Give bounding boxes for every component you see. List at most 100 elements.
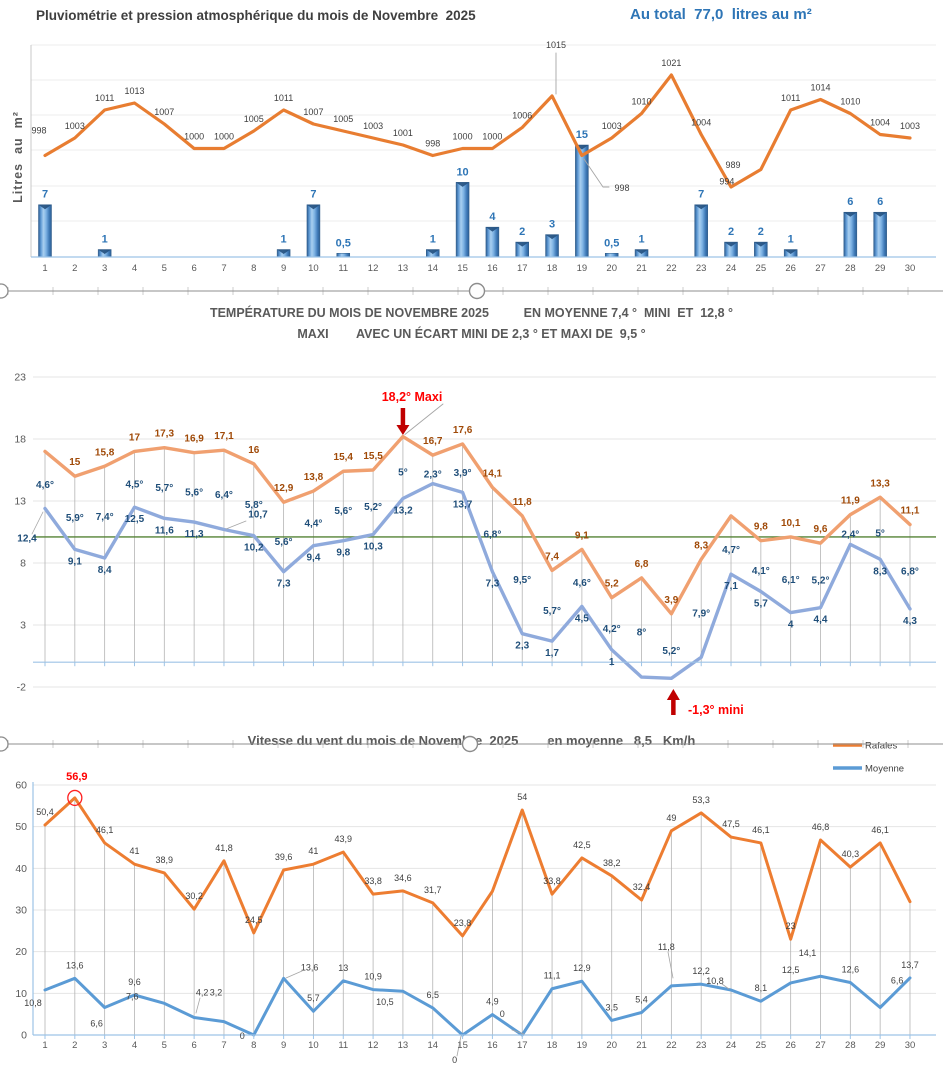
- maxi-value-label: 3,9: [664, 595, 678, 606]
- moyenne-value-label: 11,1: [544, 971, 561, 981]
- mini-arrow-icon: [666, 689, 680, 700]
- rain-chart-day-labels: 1 2 3 4 5 6 7 8 9 10 11 12 13 14 15 16 17 18 19 20 21 22 23 24 2…: [42, 263, 915, 274]
- scrollbar-bottom-handle[interactable]: [461, 735, 479, 753]
- scrollbar-bottom-left-handle[interactable]: [0, 736, 9, 752]
- mini-value-label: 10,7: [248, 510, 268, 521]
- day-label: 11: [338, 1040, 348, 1051]
- moyenne-value-label: 0: [240, 1031, 245, 1041]
- leader-line: [195, 997, 201, 1014]
- day-label: 29: [875, 1040, 886, 1051]
- moyenne-value-label: 10,8: [706, 976, 724, 986]
- moyenne-value-label: 0: [500, 1009, 505, 1019]
- rafales-value-label: 46,8: [812, 822, 830, 832]
- maxi-value-label: 9,1: [575, 530, 589, 541]
- day-label: 5: [162, 263, 167, 274]
- scrollbar-top-left-handle[interactable]: [0, 283, 9, 299]
- day-label: 10: [308, 263, 319, 274]
- day-label: 9: [281, 263, 286, 274]
- rafales-value-label: 34,6: [394, 873, 412, 883]
- day-label: 29: [875, 263, 886, 274]
- day-label: 26: [785, 1040, 796, 1051]
- mini-value-label: 5,7: [754, 599, 768, 610]
- maxi-annotation-leader: [404, 403, 444, 435]
- maxi-value-label: 9,8: [754, 522, 768, 533]
- ecart-value-label: 4,5°: [126, 479, 144, 490]
- rain-value-label: 1: [102, 234, 108, 246]
- mini-value-label: 7,3: [485, 579, 499, 590]
- rafales-value-label: 43,9: [335, 834, 353, 844]
- maxi-value-label: 15,5: [363, 451, 383, 462]
- day-label: 1: [42, 263, 47, 274]
- rafales-value-label: 50,4: [36, 807, 54, 817]
- day-label: 14: [427, 1040, 438, 1051]
- day-label: 6: [191, 1040, 196, 1051]
- scrollbar-top-handle[interactable]: [468, 282, 486, 300]
- mini-value-label: 4: [788, 620, 794, 631]
- ecart-value-label: 4,7°: [722, 545, 740, 556]
- wind-leader-lines: [195, 951, 730, 1057]
- y-tick-label: 18: [14, 434, 26, 446]
- rafales-value-label: 24,5: [245, 915, 263, 925]
- maxi-value-label: 15,4: [334, 452, 354, 463]
- mini-value-label: 7,1: [724, 581, 738, 592]
- ecart-value-label: 6,4°: [215, 490, 233, 501]
- maxi-value-label: 17: [129, 432, 141, 443]
- mini-labels: 12,4 9,1 8,4 12,5 11,6 11,3 10,7 10,2 7,3 9,4 9,8 1…: [17, 499, 917, 667]
- pressure-value-label: 1000: [184, 132, 204, 142]
- pressure-value-label: 1000: [453, 132, 473, 142]
- day-label: 24: [726, 1040, 737, 1051]
- day-label: 9: [281, 1040, 286, 1051]
- leader-line: [511, 1029, 525, 1035]
- mini-value-label: 1,7: [545, 648, 559, 659]
- pressure-value-label: 1003: [602, 121, 622, 131]
- rafales-value-label: 23: [786, 921, 796, 931]
- rafales-value-label: 53,3: [692, 795, 710, 805]
- temp-gridlines: [33, 376, 936, 688]
- pressure-value-label: 1000: [214, 132, 234, 142]
- ecart-value-label: 2,4°: [841, 530, 859, 541]
- day-label: 10: [308, 1040, 319, 1051]
- day-label: 15: [457, 1040, 468, 1051]
- rain-value-label: 6: [847, 196, 853, 208]
- rain-value-label: 2: [758, 226, 764, 238]
- day-label: 2: [72, 1040, 77, 1051]
- day-label: 25: [756, 263, 767, 274]
- rafales-value-label: 49: [666, 813, 676, 823]
- ecart-value-label: 5,9°: [66, 513, 84, 524]
- legend-label-moyenne: Moyenne: [865, 764, 904, 775]
- pressure-value-label: 1010: [632, 97, 652, 107]
- moyenne-labels: 10,813,66,69,67,6 4,2 3,2013,65,71310,910,…: [24, 942, 919, 1065]
- ecart-value-label: 6,8°: [483, 530, 501, 541]
- mini-value-label: 4,4: [814, 615, 828, 626]
- leader-line: [456, 1035, 462, 1057]
- day-label: 13: [398, 263, 409, 274]
- temp-axis-ticks: [44, 662, 911, 667]
- pressure-value-label: 1000: [482, 132, 502, 142]
- day-label: 27: [815, 1040, 826, 1051]
- day-label: 23: [696, 263, 707, 274]
- mini-value-label: 1: [609, 657, 615, 668]
- rafales-value-label: 31,7: [424, 885, 442, 895]
- scrollbar-top: [0, 282, 943, 300]
- moyenne-value-label: 12,6: [842, 964, 860, 974]
- rafales-value-label: 42,5: [573, 840, 591, 850]
- day-label: 21: [636, 1040, 647, 1051]
- mini-value-label: 11,3: [185, 529, 204, 540]
- pressure-value-label: 1011: [781, 93, 800, 103]
- maxi-value-label: 17,6: [453, 425, 473, 436]
- pressure-value-label: 1010: [840, 97, 860, 107]
- rafales-value-label: 23,8: [454, 918, 472, 928]
- rain-value-label: 1: [638, 234, 644, 246]
- rafales-labels: 50,4 46,1 41 38,9 30,2 41,8 24,5 39,6 41 43,9 33,8…: [36, 792, 889, 931]
- mini-value-label: 8,3: [873, 566, 887, 577]
- moyenne-line: [43, 974, 912, 1037]
- moyenne-value-label: 10,9: [364, 972, 382, 982]
- day-label: 20: [606, 1040, 617, 1051]
- mini-value-label: 11,6: [155, 525, 174, 536]
- day-label: 19: [577, 263, 588, 274]
- leader-line: [285, 970, 303, 979]
- pressure-leader-lines: [555, 52, 610, 188]
